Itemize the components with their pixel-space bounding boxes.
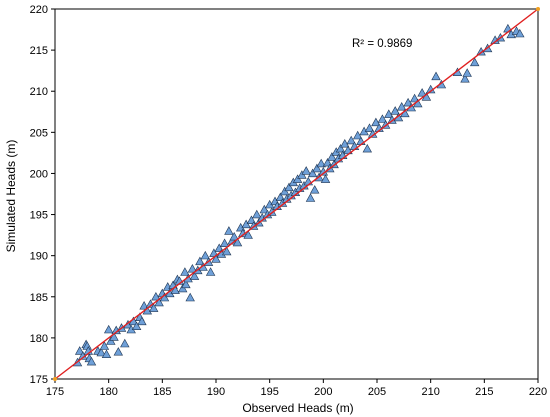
data-point	[195, 256, 205, 266]
data-point	[189, 271, 200, 280]
data-point	[101, 349, 112, 358]
y-tick-label: 205	[30, 127, 48, 139]
plot-area-border	[54, 8, 539, 380]
data-point	[259, 204, 270, 214]
data-point	[185, 292, 195, 302]
x-tick-label: 200	[314, 386, 332, 398]
x-tick-label: 210	[421, 386, 439, 398]
x-tick-label: 180	[99, 386, 117, 398]
y-tick-label: 220	[30, 4, 48, 16]
data-point	[305, 193, 316, 202]
data-point	[120, 338, 130, 348]
data-point	[307, 168, 318, 178]
y-tick-label: 210	[30, 86, 48, 98]
data-point	[284, 182, 294, 192]
data-point	[131, 321, 142, 330]
x-tick-label: 175	[46, 386, 64, 398]
y-tick-label: 180	[30, 333, 48, 345]
x-tick-label: 195	[260, 386, 278, 398]
reference-line-end-marker	[536, 7, 540, 11]
data-point	[232, 237, 243, 247]
y-tick-label: 215	[30, 45, 48, 57]
data-point	[211, 254, 221, 263]
data-point	[320, 174, 331, 183]
x-tick-label: 190	[207, 386, 225, 398]
data-point	[137, 316, 147, 326]
reference-line-start-marker	[53, 377, 57, 381]
y-tick-label: 200	[30, 168, 48, 180]
data-point	[462, 68, 472, 77]
data-point	[106, 336, 116, 345]
x-tick-label: 185	[153, 386, 171, 398]
data-point	[515, 28, 525, 38]
x-tick-label: 220	[529, 386, 547, 398]
data-point	[312, 163, 322, 173]
annotation-r-squared: R² = 0.9869	[352, 38, 412, 50]
y-axis-title: Simulated Heads (m)	[4, 140, 18, 253]
data-point	[200, 250, 211, 260]
data-point	[221, 246, 232, 256]
data-point	[301, 166, 311, 175]
data-point	[74, 346, 85, 355]
data-point	[364, 123, 375, 132]
data-point	[417, 88, 427, 97]
data-point	[219, 238, 230, 247]
data-point	[469, 57, 480, 67]
x-tick-label: 205	[368, 386, 386, 398]
data-point	[181, 279, 191, 289]
data-point	[297, 170, 307, 179]
data-point	[154, 297, 164, 307]
data-point	[335, 143, 346, 153]
data-point	[327, 152, 337, 161]
data-point	[377, 114, 388, 123]
one-to-one-reference-line	[54, 8, 539, 380]
data-point	[180, 267, 190, 276]
x-axis-title: Observed Heads (m)	[242, 401, 353, 415]
y-tick-label: 185	[30, 292, 48, 304]
y-tick-label: 175	[30, 374, 48, 386]
data-point	[346, 135, 356, 145]
data-point	[113, 347, 124, 356]
data-point	[86, 356, 97, 366]
data-point	[309, 185, 320, 194]
y-tick-label: 190	[30, 251, 48, 263]
data-point	[362, 143, 373, 153]
x-tick-label: 215	[475, 386, 493, 398]
data-point	[177, 283, 188, 293]
data-point	[103, 324, 114, 334]
data-point	[252, 209, 262, 219]
data-point	[460, 74, 470, 83]
data-point	[371, 117, 381, 127]
data-point	[384, 109, 394, 118]
data-point	[390, 106, 400, 115]
data-point	[229, 231, 239, 241]
data-point	[148, 303, 159, 312]
data-point	[292, 174, 303, 183]
data-point	[187, 263, 198, 273]
data-point	[151, 291, 161, 301]
data-point	[99, 341, 110, 350]
data-point	[170, 285, 180, 294]
data-point	[205, 267, 216, 276]
data-point	[316, 158, 326, 168]
data-point	[243, 230, 253, 239]
data-point	[409, 93, 420, 103]
data-point	[96, 347, 106, 357]
y-tick-label: 195	[30, 210, 48, 222]
data-point	[109, 332, 119, 341]
data-point	[340, 138, 350, 148]
data-point	[224, 226, 234, 235]
data-point	[431, 71, 441, 81]
